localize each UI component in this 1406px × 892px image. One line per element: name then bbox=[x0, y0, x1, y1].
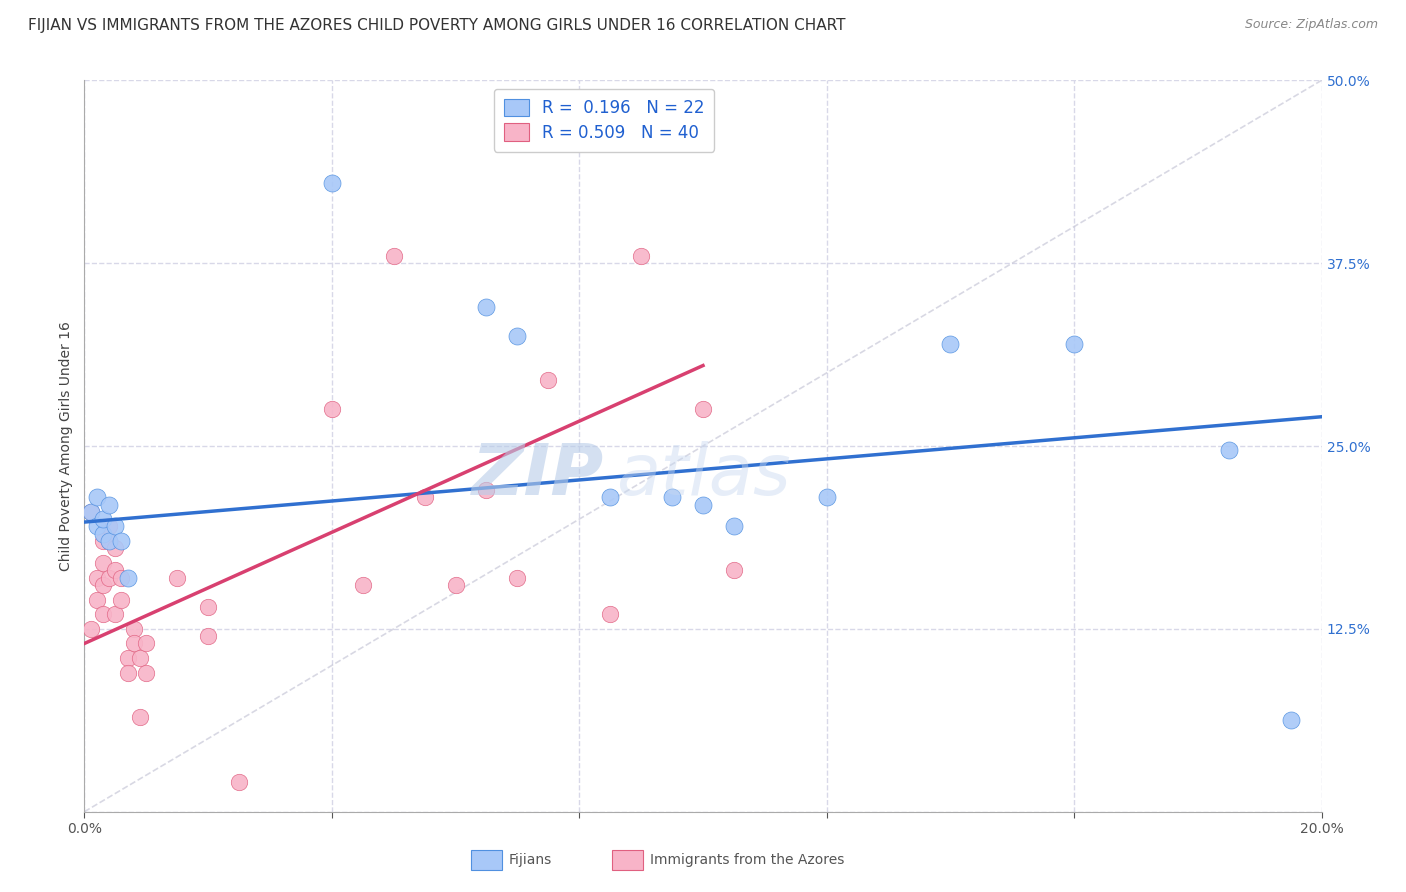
Point bbox=[117, 665, 139, 680]
Point bbox=[692, 402, 714, 417]
Point bbox=[506, 571, 529, 585]
Point bbox=[723, 563, 745, 577]
Point bbox=[86, 571, 108, 585]
Point bbox=[537, 373, 560, 387]
Point bbox=[122, 636, 145, 650]
Point bbox=[1218, 443, 1240, 458]
Point bbox=[413, 490, 436, 504]
Point bbox=[86, 490, 108, 504]
Text: Immigrants from the Azores: Immigrants from the Azores bbox=[650, 853, 844, 867]
Point bbox=[475, 300, 498, 314]
Text: Source: ZipAtlas.com: Source: ZipAtlas.com bbox=[1244, 18, 1378, 31]
Point bbox=[91, 578, 114, 592]
Point bbox=[135, 636, 157, 650]
Text: ZIP: ZIP bbox=[472, 441, 605, 509]
Point bbox=[91, 607, 114, 622]
Y-axis label: Child Poverty Among Girls Under 16: Child Poverty Among Girls Under 16 bbox=[59, 321, 73, 571]
Point bbox=[321, 176, 343, 190]
Point bbox=[79, 622, 101, 636]
Point bbox=[723, 519, 745, 533]
Point bbox=[91, 534, 114, 549]
Point bbox=[104, 541, 127, 556]
Point bbox=[122, 622, 145, 636]
Point bbox=[692, 498, 714, 512]
Point bbox=[135, 665, 157, 680]
Point bbox=[98, 519, 121, 533]
Point bbox=[104, 563, 127, 577]
Point bbox=[475, 483, 498, 497]
Point bbox=[228, 775, 250, 789]
Point bbox=[86, 519, 108, 533]
Point bbox=[86, 592, 108, 607]
Point bbox=[815, 490, 838, 504]
Point bbox=[79, 505, 101, 519]
Point bbox=[91, 526, 114, 541]
Point bbox=[79, 505, 101, 519]
Point bbox=[382, 249, 405, 263]
Point bbox=[91, 512, 114, 526]
Point bbox=[91, 556, 114, 570]
Point bbox=[117, 571, 139, 585]
Point bbox=[98, 534, 121, 549]
Point bbox=[506, 329, 529, 343]
Point bbox=[1063, 336, 1085, 351]
Text: Fijians: Fijians bbox=[509, 853, 553, 867]
Point bbox=[599, 490, 621, 504]
Point bbox=[1279, 713, 1302, 727]
Text: atlas: atlas bbox=[616, 441, 792, 509]
Point bbox=[599, 607, 621, 622]
Point bbox=[197, 599, 219, 614]
Point bbox=[321, 402, 343, 417]
Legend: R =  0.196   N = 22, R = 0.509   N = 40: R = 0.196 N = 22, R = 0.509 N = 40 bbox=[494, 88, 714, 152]
Point bbox=[104, 607, 127, 622]
Point bbox=[110, 592, 132, 607]
Point bbox=[129, 651, 152, 665]
Point bbox=[98, 498, 121, 512]
Point bbox=[939, 336, 962, 351]
Point bbox=[661, 490, 683, 504]
Text: FIJIAN VS IMMIGRANTS FROM THE AZORES CHILD POVERTY AMONG GIRLS UNDER 16 CORRELAT: FIJIAN VS IMMIGRANTS FROM THE AZORES CHI… bbox=[28, 18, 845, 33]
Point bbox=[110, 571, 132, 585]
Point bbox=[117, 651, 139, 665]
Point bbox=[110, 534, 132, 549]
Point bbox=[630, 249, 652, 263]
Point bbox=[352, 578, 374, 592]
Point bbox=[166, 571, 188, 585]
Point bbox=[197, 629, 219, 643]
Point bbox=[129, 709, 152, 723]
Point bbox=[98, 571, 121, 585]
Point bbox=[104, 519, 127, 533]
Point bbox=[98, 534, 121, 549]
Point bbox=[444, 578, 467, 592]
